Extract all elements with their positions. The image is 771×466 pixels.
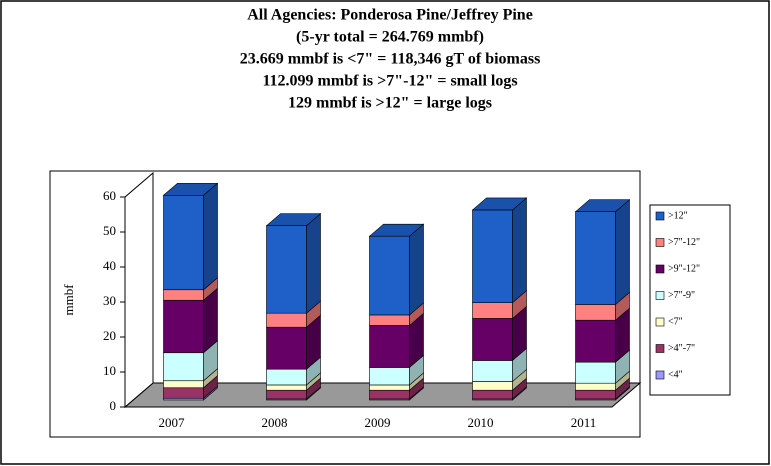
bar-segment: [472, 360, 513, 382]
x-tick-label: 2007: [159, 415, 186, 430]
y-tick-label: 20: [103, 328, 116, 343]
legend-label: <7": [668, 316, 683, 327]
bar-segment: [575, 319, 616, 363]
legend-swatch: [655, 344, 665, 353]
bar-segment: [266, 326, 307, 370]
bar-segment: [266, 312, 307, 328]
chart-title: 23.669 mmbf is <7" = 118,346 gT of bioma…: [240, 51, 541, 68]
legend-label: >7"-9": [668, 290, 695, 301]
bar-side: [512, 197, 527, 304]
bar-segment: [163, 352, 204, 382]
legend-swatch: [655, 264, 665, 274]
bar-segment: [369, 384, 410, 391]
bar-segment: [472, 209, 513, 303]
bar-segment: [575, 211, 616, 305]
legend-label: >4"-7": [668, 343, 695, 354]
y-tick-label: 0: [110, 398, 117, 413]
y-axis-label: mmbf: [61, 284, 76, 316]
y-tick-label: 50: [103, 223, 116, 238]
bar-segment: [369, 325, 410, 368]
bar-segment: [472, 318, 513, 361]
bar-side: [409, 223, 424, 316]
bar-segment: [369, 367, 410, 386]
x-tick-label: 2009: [365, 415, 391, 430]
legend-swatch: [655, 291, 665, 300]
bar-segment: [472, 381, 513, 391]
bar-segment: [575, 382, 616, 391]
bar-segment: [472, 302, 513, 319]
bar-segment: [266, 389, 307, 400]
bar-segment: [266, 225, 307, 314]
bar-segment: [575, 389, 616, 400]
legend: [649, 204, 731, 396]
bar-side: [615, 199, 630, 306]
bar-top: [162, 182, 219, 196]
side-wall: [124, 171, 154, 409]
chart-title: 112.099 mmbf is >7"-12" = small logs: [262, 73, 517, 90]
bar-segment: [163, 289, 204, 301]
bar-segment: [163, 387, 204, 399]
bar-segment: [163, 194, 204, 291]
legend-swatch: [655, 317, 665, 327]
bar-segment: [575, 304, 616, 321]
y-tick-label: 40: [103, 258, 116, 273]
legend-label: >9"-12": [668, 263, 700, 274]
bar-top: [574, 199, 631, 212]
x-tick-label: 2008: [262, 415, 288, 430]
legend-label: <4": [668, 369, 683, 380]
chart-title: 129 mmbf is >12" = large logs: [288, 95, 492, 112]
bar-segment: [369, 314, 410, 326]
bar-segment: [575, 361, 616, 384]
bar-segment: [266, 384, 307, 391]
y-tick-label: 30: [103, 293, 116, 308]
bar-segment: [266, 368, 307, 386]
bar-segment: [163, 299, 204, 354]
bar-segment: [369, 389, 410, 400]
bar-top: [471, 197, 528, 211]
chart-title: All Agencies: Ponderosa Pine/Jeffrey Pin…: [247, 7, 533, 24]
legend-label: >12": [668, 210, 688, 221]
x-tick-label: 2010: [468, 415, 494, 430]
bar-segment: [472, 389, 513, 400]
legend-label: >7"-12": [668, 237, 700, 248]
bar-top: [265, 213, 322, 226]
chart-title: (5-yr total = 264.769 mmbf): [296, 29, 484, 46]
plot-frame: [49, 170, 641, 438]
legend-swatch: [655, 238, 665, 247]
bar-side: [203, 182, 218, 291]
y-tick-label: 10: [103, 363, 116, 378]
x-tick-label: 2011: [571, 415, 597, 430]
bar-top: [368, 223, 425, 237]
bar-segment: [163, 380, 204, 389]
bar-segment: [369, 235, 410, 316]
y-tick-label: 60: [103, 188, 116, 203]
legend-swatch: [655, 211, 665, 221]
bar-side: [306, 213, 321, 314]
legend-swatch: [655, 370, 665, 380]
